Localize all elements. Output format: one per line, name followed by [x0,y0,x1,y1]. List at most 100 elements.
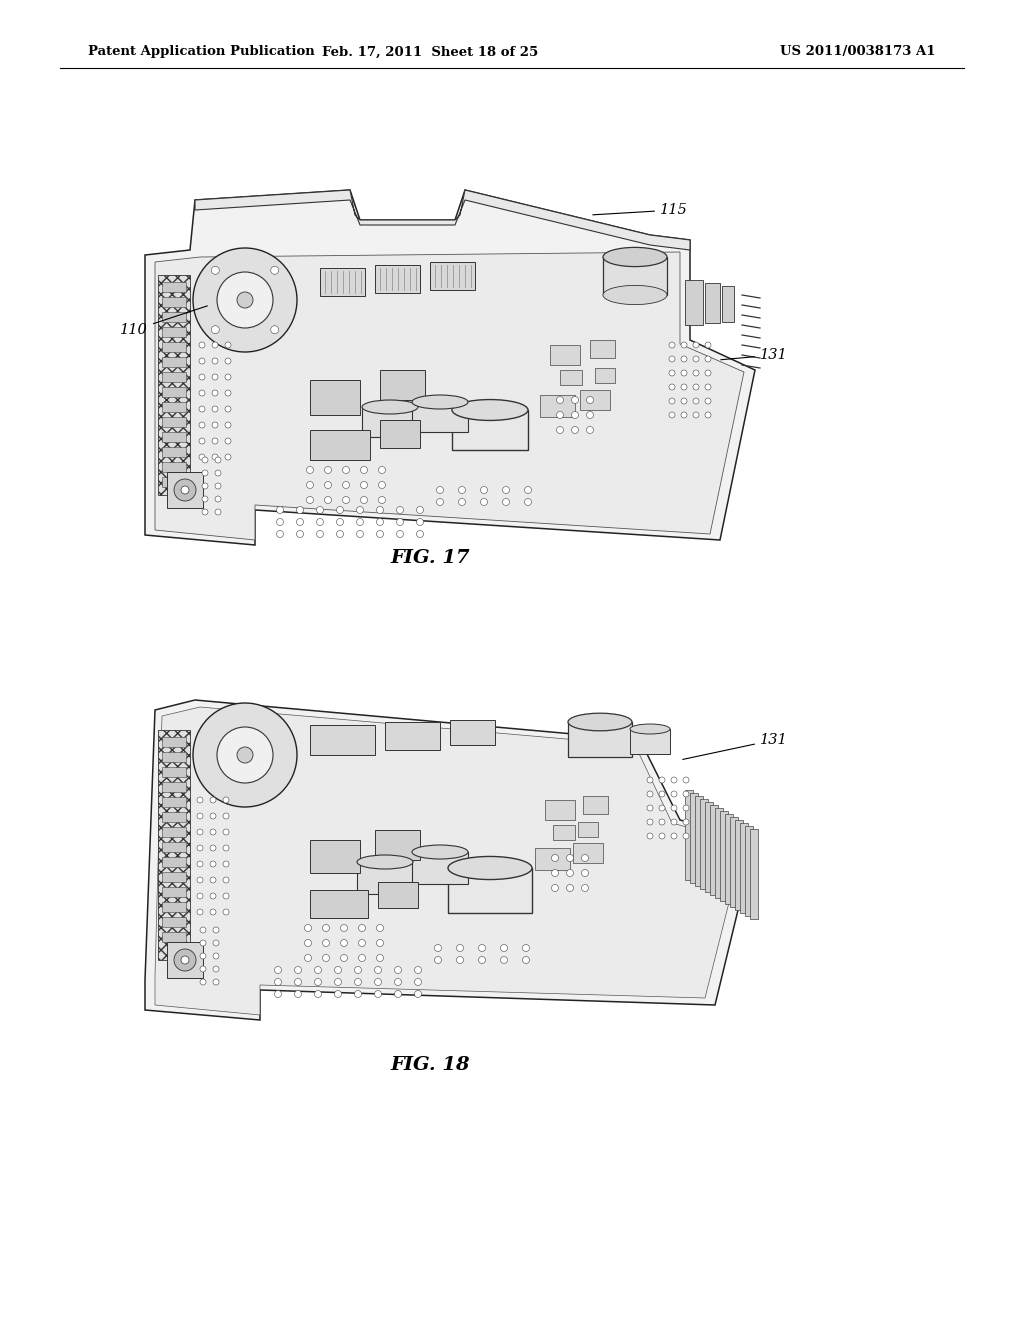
Circle shape [681,342,687,348]
Circle shape [377,954,384,961]
Circle shape [335,990,341,998]
Bar [162,282,186,292]
Circle shape [552,884,558,891]
Circle shape [436,487,443,494]
Circle shape [276,507,284,513]
Circle shape [659,791,665,797]
Circle shape [202,470,208,477]
Circle shape [316,507,324,513]
Circle shape [522,945,529,952]
Circle shape [215,457,221,463]
Bar [412,851,468,884]
Text: US 2011/0038173 A1: US 2011/0038173 A1 [780,45,936,58]
Circle shape [199,358,205,364]
Bar [573,843,603,863]
Circle shape [705,356,711,362]
Circle shape [215,496,221,502]
Circle shape [360,482,368,488]
Circle shape [524,487,531,494]
Ellipse shape [362,400,418,414]
Circle shape [693,412,699,418]
Circle shape [379,466,385,474]
Bar [715,808,723,898]
Circle shape [237,292,253,308]
Circle shape [215,483,221,488]
Bar [162,297,186,308]
Ellipse shape [568,713,632,731]
Circle shape [571,396,579,404]
Circle shape [217,272,273,327]
Circle shape [683,833,689,840]
Bar [690,793,698,883]
Bar [705,803,713,892]
Circle shape [210,876,216,883]
Bar [375,265,420,293]
Circle shape [225,454,231,459]
Circle shape [587,396,594,404]
Circle shape [314,978,322,986]
Circle shape [197,845,203,851]
Circle shape [270,326,279,334]
Circle shape [197,876,203,883]
Circle shape [358,954,366,961]
Circle shape [270,267,279,275]
Circle shape [200,940,206,946]
Circle shape [306,482,313,488]
Bar [722,286,734,322]
Circle shape [693,399,699,404]
Bar [162,932,186,942]
Ellipse shape [452,400,528,421]
Circle shape [237,747,253,763]
Bar [158,275,190,495]
Bar [162,873,186,882]
Circle shape [681,412,687,418]
Circle shape [647,818,653,825]
Circle shape [415,990,422,998]
Circle shape [681,370,687,376]
Circle shape [202,510,208,515]
Circle shape [354,966,361,974]
Text: 110: 110 [120,306,208,337]
Circle shape [213,953,219,960]
Circle shape [274,966,282,974]
Circle shape [693,384,699,389]
Bar [162,857,186,867]
Text: 115: 115 [593,203,688,216]
Circle shape [669,384,675,389]
Circle shape [436,499,443,506]
Circle shape [683,777,689,783]
Bar [545,800,575,820]
Circle shape [556,426,563,433]
Circle shape [199,407,205,412]
Bar [710,805,718,895]
Circle shape [693,342,699,348]
Circle shape [181,486,189,494]
Circle shape [705,384,711,389]
Circle shape [202,496,208,502]
Circle shape [377,924,384,932]
Circle shape [669,399,675,404]
Circle shape [671,805,677,810]
Circle shape [323,940,330,946]
Circle shape [396,531,403,537]
Circle shape [225,438,231,444]
Bar [158,730,190,960]
Bar [162,417,186,426]
Bar [319,268,365,296]
Circle shape [394,990,401,998]
Bar [560,370,582,385]
Polygon shape [603,257,667,294]
Circle shape [356,531,364,537]
Circle shape [659,777,665,783]
Polygon shape [195,190,690,249]
Circle shape [274,978,282,986]
Circle shape [341,924,347,932]
Text: 131: 131 [721,348,787,362]
Circle shape [199,422,205,428]
Circle shape [459,487,466,494]
Circle shape [552,854,558,862]
Circle shape [210,894,216,899]
Circle shape [225,407,231,412]
Circle shape [681,399,687,404]
Circle shape [304,940,311,946]
